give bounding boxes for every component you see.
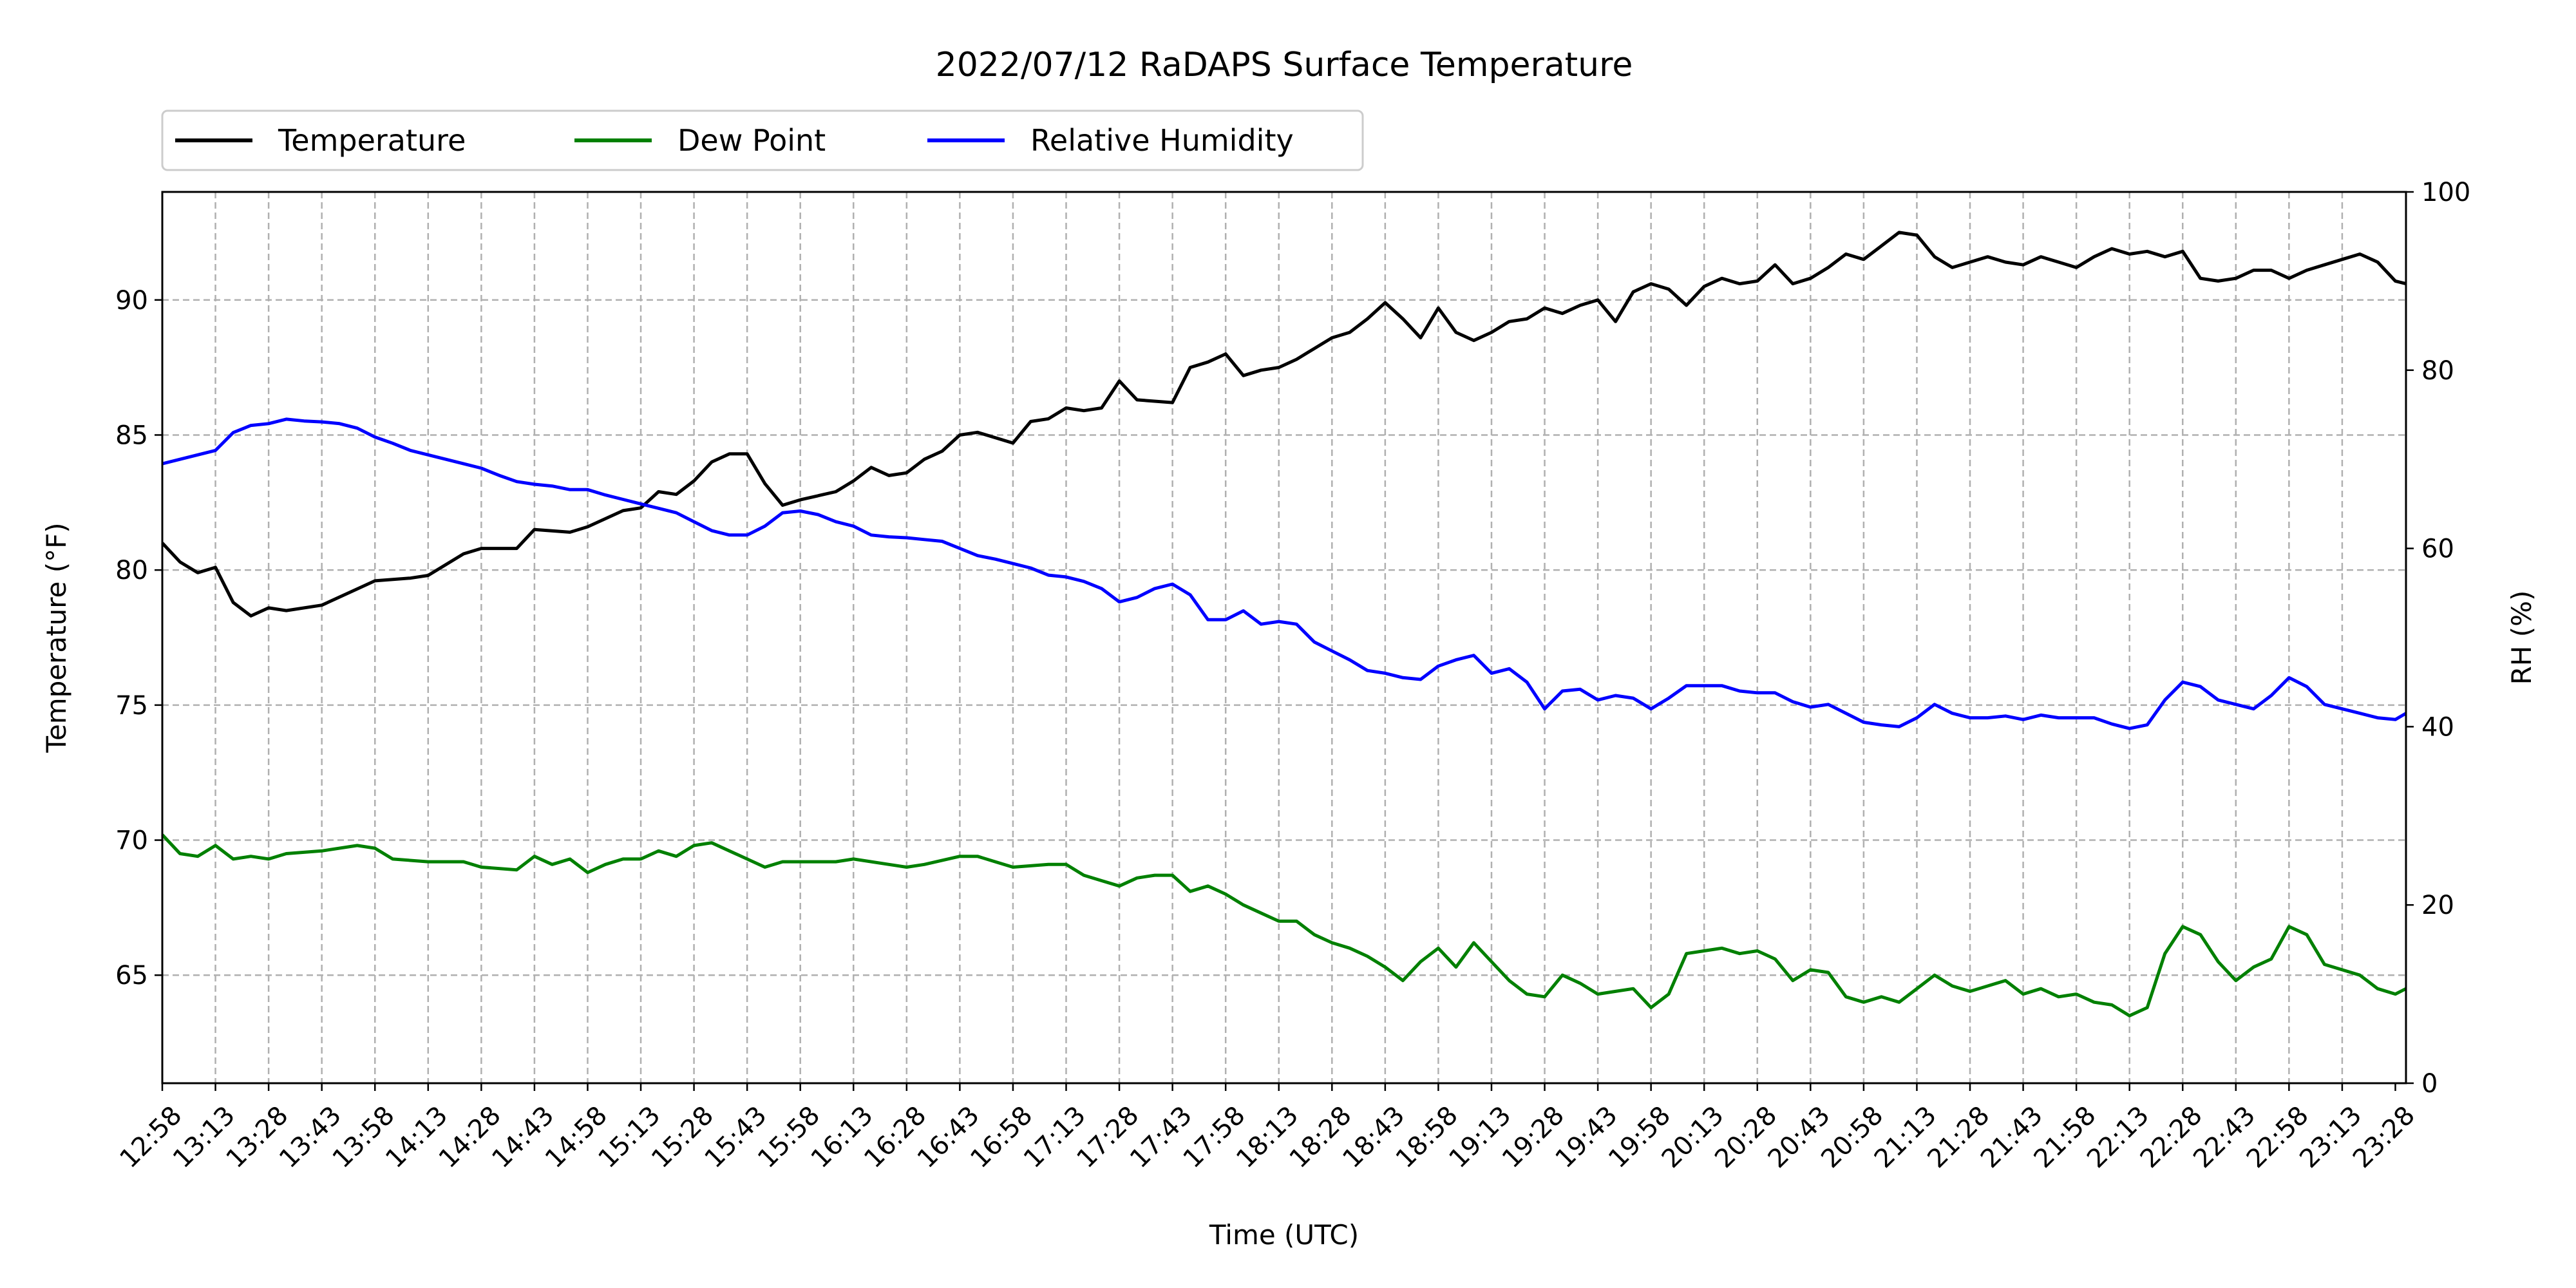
y-tick-label: 85 xyxy=(115,421,148,450)
y2-axis-label: RH (%) xyxy=(2506,591,2537,685)
legend-item-relative-humidity: Relative Humidity xyxy=(927,123,1294,158)
y2-tick-label: 80 xyxy=(2421,356,2454,386)
y2-tick-label: 40 xyxy=(2421,712,2454,742)
left-y-axis: 65 70 75 80 85 90 xyxy=(115,286,162,990)
y-axis-label: Temperature (°F) xyxy=(41,522,72,753)
y-tick-label: 75 xyxy=(115,691,148,721)
y2-tick-label: 100 xyxy=(2421,178,2470,207)
y2-tick-label: 0 xyxy=(2421,1069,2438,1099)
y-tick-label: 65 xyxy=(115,961,148,990)
chart-title: 2022/07/12 RaDAPS Surface Temperature xyxy=(936,46,1633,84)
legend-label: Relative Humidity xyxy=(1030,123,1294,158)
x-axis-label: Time (UTC) xyxy=(1209,1219,1359,1251)
y-tick-label: 90 xyxy=(115,286,148,316)
series-layer xyxy=(161,231,2407,1018)
series-line-relative-humidity xyxy=(162,417,2407,730)
plot-frame xyxy=(161,191,2407,1084)
grid xyxy=(162,192,2406,1083)
legend-item-temperature: Temperature xyxy=(175,123,466,158)
series-line-temperature xyxy=(161,231,2407,618)
right-y-axis: 0 20 40 60 80 100 xyxy=(2406,178,2470,1099)
legend: Temperature Dew Point Relative Humidity xyxy=(161,109,1364,171)
y-tick-label: 70 xyxy=(115,826,148,856)
y-tick-label: 80 xyxy=(115,556,148,585)
legend-label: Dew Point xyxy=(677,123,826,158)
legend-label: Temperature xyxy=(278,123,466,158)
y2-tick-label: 20 xyxy=(2421,891,2454,920)
y2-tick-label: 60 xyxy=(2421,535,2454,564)
legend-item-dew-point: Dew Point xyxy=(574,123,826,158)
series-line-dew-point xyxy=(161,833,2407,1018)
legend-frame xyxy=(161,109,1364,171)
